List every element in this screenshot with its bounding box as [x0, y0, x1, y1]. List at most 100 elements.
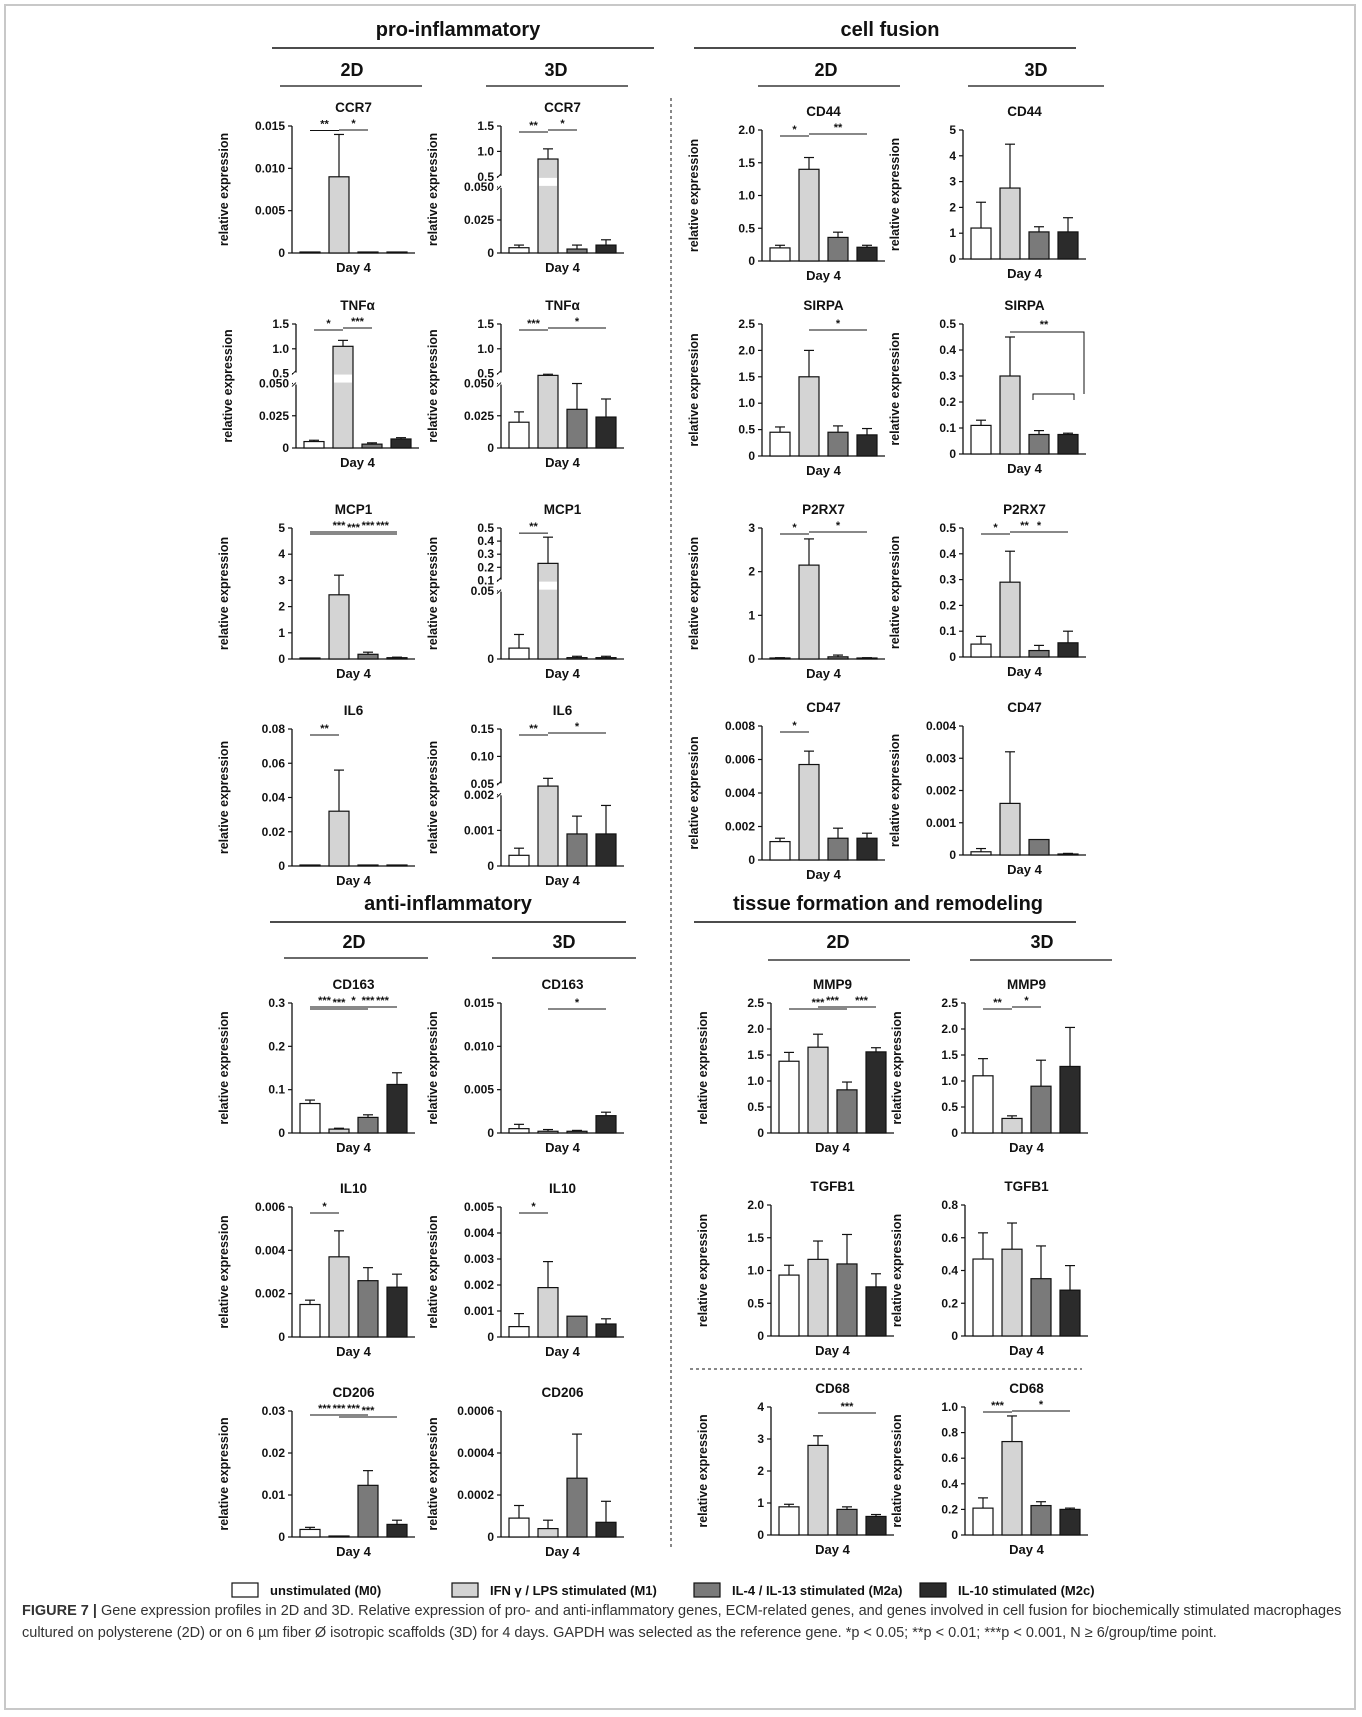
chart-panel-il10-3d: IL10 relative expression Day 4 0 0.001 0.002 0… — [426, 1181, 624, 1359]
bar-m2c — [595, 1115, 617, 1134]
axis-break — [293, 372, 299, 385]
y-tick-label: 1.0 — [747, 1264, 764, 1278]
bar-m2a — [827, 656, 849, 660]
bar-m1 — [537, 1286, 559, 1338]
significance-label: ** — [1040, 319, 1049, 331]
bar-m2c — [386, 657, 408, 660]
bar-m1 — [807, 1258, 829, 1337]
significance-label: ** — [529, 120, 538, 132]
x-axis-label: Day 4 — [545, 1344, 580, 1359]
chart-panel-cd44-2d: CD44 relative expression Day 4 0 0.5 1.0 1.5 2.… — [687, 104, 885, 283]
y-tick-label: 0 — [757, 1126, 764, 1140]
y-tick-label: 0.1 — [939, 421, 956, 435]
bar-m1 — [537, 562, 559, 660]
caption-text: Gene expression profiles in 2D and 3D. R… — [22, 1603, 1342, 1641]
y-tick-label: 0.025 — [259, 409, 289, 423]
y-tick-label: 1.5 — [941, 1048, 958, 1062]
panel-title: P2RX7 — [802, 502, 845, 517]
y-tick-label: 1 — [949, 226, 956, 240]
y-tick-label: 1.5 — [738, 370, 755, 384]
bar-m0 — [769, 431, 791, 457]
panel-title: SIRPA — [803, 298, 844, 313]
bar-m0 — [299, 1102, 321, 1134]
bar-m1 — [807, 1046, 829, 1134]
bar-m2a — [1030, 1504, 1052, 1536]
bar-m2a — [1028, 838, 1050, 856]
significance-label: ** — [1020, 520, 1029, 532]
chart-panel-cd163-3d: CD163 relative expression Day 4 0 0.005 0.010… — [426, 977, 624, 1155]
panel-title: P2RX7 — [1003, 502, 1046, 517]
y-tick-label: 4 — [278, 547, 285, 561]
x-axis-label: Day 4 — [806, 867, 841, 882]
axis-break — [498, 372, 504, 385]
culture-label-2d: 2D — [340, 60, 363, 80]
y-tick-label: 0.2 — [939, 598, 956, 612]
bar-m2c — [595, 416, 617, 449]
panel-title: CD206 — [332, 1385, 375, 1400]
y-axis-label: relative expression — [890, 1414, 904, 1527]
chart-panel-il6-2d: IL6 relative expression Day 4 0 0.02 0.04 0.06… — [217, 703, 415, 888]
y-tick-label: 0 — [951, 1329, 958, 1343]
y-tick-label: 0 — [757, 1329, 764, 1343]
panel-title: TGFB1 — [810, 1179, 855, 1194]
bar-m0 — [508, 854, 530, 867]
bar-m1 — [328, 1128, 350, 1134]
x-axis-label: Day 4 — [806, 666, 841, 681]
y-tick-label: 0.8 — [941, 1198, 958, 1212]
y-tick-label: 0.004 — [255, 1243, 285, 1257]
x-axis-label: Day 4 — [545, 260, 580, 275]
chart-panel-tgfb1-2d: TGFB1 relative expression Day 4 0 0.5 1.0 1.5 2… — [696, 1179, 894, 1358]
chart-panel-tgfb1-3d: TGFB1 relative expression Day 4 0 0.2 0.4 0.6 0… — [890, 1179, 1088, 1358]
panel-title: CD47 — [1007, 700, 1042, 715]
y-tick-label: 2 — [757, 1464, 764, 1478]
y-tick-label: 2.0 — [738, 123, 755, 137]
bar-m1 — [537, 1527, 559, 1538]
y-tick-label: 0.01 — [262, 1488, 286, 1502]
bar-m0 — [972, 1258, 994, 1337]
y-tick-label: 0 — [278, 859, 285, 873]
bar-m2a — [357, 1280, 379, 1338]
significance-label: * — [1039, 1399, 1044, 1411]
y-axis-label: relative expression — [217, 133, 231, 246]
y-tick-label: 0.4 — [939, 547, 956, 561]
y-tick-label: 0.050 — [259, 377, 289, 391]
x-axis-label: Day 4 — [806, 268, 841, 283]
significance-label: * — [836, 318, 841, 330]
bar-m0 — [970, 424, 992, 455]
bar-m2a — [1030, 1085, 1052, 1134]
y-tick-label: 0 — [951, 1126, 958, 1140]
y-tick-label: 0 — [748, 449, 755, 463]
y-tick-label: 2 — [278, 600, 285, 614]
y-tick-label: 0.010 — [255, 161, 285, 175]
chart-panel-cd47-2d: CD47 relative expression Day 4 0 0.002 0.004 0… — [687, 700, 885, 882]
y-tick-label: 0.002 — [464, 1278, 494, 1292]
group-bracket — [1032, 393, 1075, 400]
legend: unstimulated (M0) IFN γ / LPS stimulated … — [231, 1582, 1095, 1598]
significance-label: *** — [362, 1405, 376, 1417]
y-tick-label: 0 — [949, 650, 956, 664]
panel-title: MCP1 — [544, 502, 582, 517]
bar-m0 — [508, 647, 530, 660]
bar-m2a — [836, 1508, 858, 1536]
y-tick-label: 0.050 — [464, 180, 494, 194]
x-axis-label: Day 4 — [545, 1544, 580, 1559]
axis-break-mark — [496, 173, 502, 179]
x-axis-label: Day 4 — [1009, 1343, 1044, 1358]
panel-title: CCR7 — [544, 100, 581, 115]
y-tick-label: 0.02 — [262, 1446, 286, 1460]
x-axis-label: Day 4 — [815, 1542, 850, 1557]
bar-m0 — [303, 440, 325, 449]
y-tick-label: 1.0 — [747, 1074, 764, 1088]
panel-title: CD206 — [541, 1385, 584, 1400]
axis-break — [498, 175, 504, 188]
x-axis-label: Day 4 — [1007, 461, 1042, 476]
bar-m1 — [807, 1444, 829, 1536]
y-tick-label: 0.025 — [464, 409, 494, 423]
chart-panel-mmp9-2d: MMP9 relative expression Day 4 0 0.5 1.0 1.5 2.… — [696, 977, 894, 1155]
chart-panel-sirpa-2d: SIRPA relative expression Day 4 0 0.5 1.0 1.5 2… — [687, 298, 885, 478]
x-axis-label: Day 4 — [336, 1544, 371, 1559]
y-tick-label: 0.6 — [941, 1451, 958, 1465]
y-tick-label: 0.015 — [464, 996, 494, 1010]
y-axis-label: relative expression — [696, 1011, 710, 1124]
panel-title: CD44 — [806, 104, 841, 119]
